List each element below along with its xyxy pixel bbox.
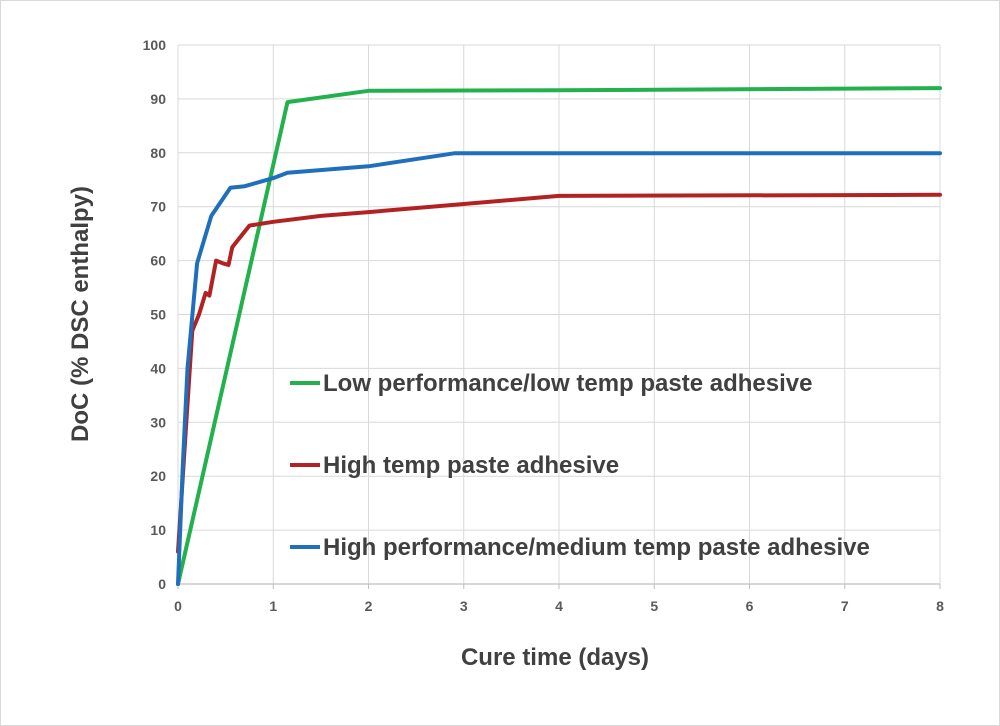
series-line-2	[176, 192, 942, 554]
y-tick-label: 70	[150, 199, 166, 215]
x-tick-label: 5	[650, 598, 658, 614]
y-tick-label: 40	[150, 360, 166, 376]
x-tick-label: 4	[555, 598, 563, 614]
series-line-3	[176, 151, 942, 586]
legend-label-3: High performance/medium temp paste adhes…	[323, 534, 870, 561]
series-lines	[176, 86, 942, 586]
legend-label-1: Low performance/low temp paste adhesive	[323, 370, 812, 397]
grid	[177, 44, 941, 585]
y-tick-label: 60	[150, 253, 166, 269]
x-tick-label: 0	[174, 598, 182, 614]
legend: Low performance/low temp paste adhesive H…	[290, 370, 870, 561]
y-tick-label: 20	[150, 468, 166, 484]
x-tick-label: 6	[746, 598, 754, 614]
x-axis-title: Cure time (days)	[461, 644, 649, 671]
x-tick-label: 2	[365, 598, 373, 614]
x-tick-label: 1	[269, 598, 277, 614]
x-tick-label: 8	[936, 598, 944, 614]
axes: 0 10 20 30 40 50 60 70 80 90 100 0 1 2 3 4 5 6 7 8	[143, 37, 944, 614]
y-axis-title: DoC (% DSC enthalpy)	[67, 186, 94, 442]
x-tick-label: 3	[460, 598, 468, 614]
y-tick-label: 30	[150, 414, 166, 430]
y-tick-label: 90	[150, 91, 166, 107]
y-tick-label: 0	[158, 576, 166, 592]
y-tick-label: 80	[150, 145, 166, 161]
legend-label-2: High temp paste adhesive	[323, 452, 619, 479]
series-line-1	[176, 86, 942, 586]
y-tick-label: 50	[150, 307, 166, 323]
x-tick-label: 7	[841, 598, 849, 614]
y-tick-label: 100	[143, 37, 167, 53]
y-tick-label: 10	[150, 522, 166, 538]
